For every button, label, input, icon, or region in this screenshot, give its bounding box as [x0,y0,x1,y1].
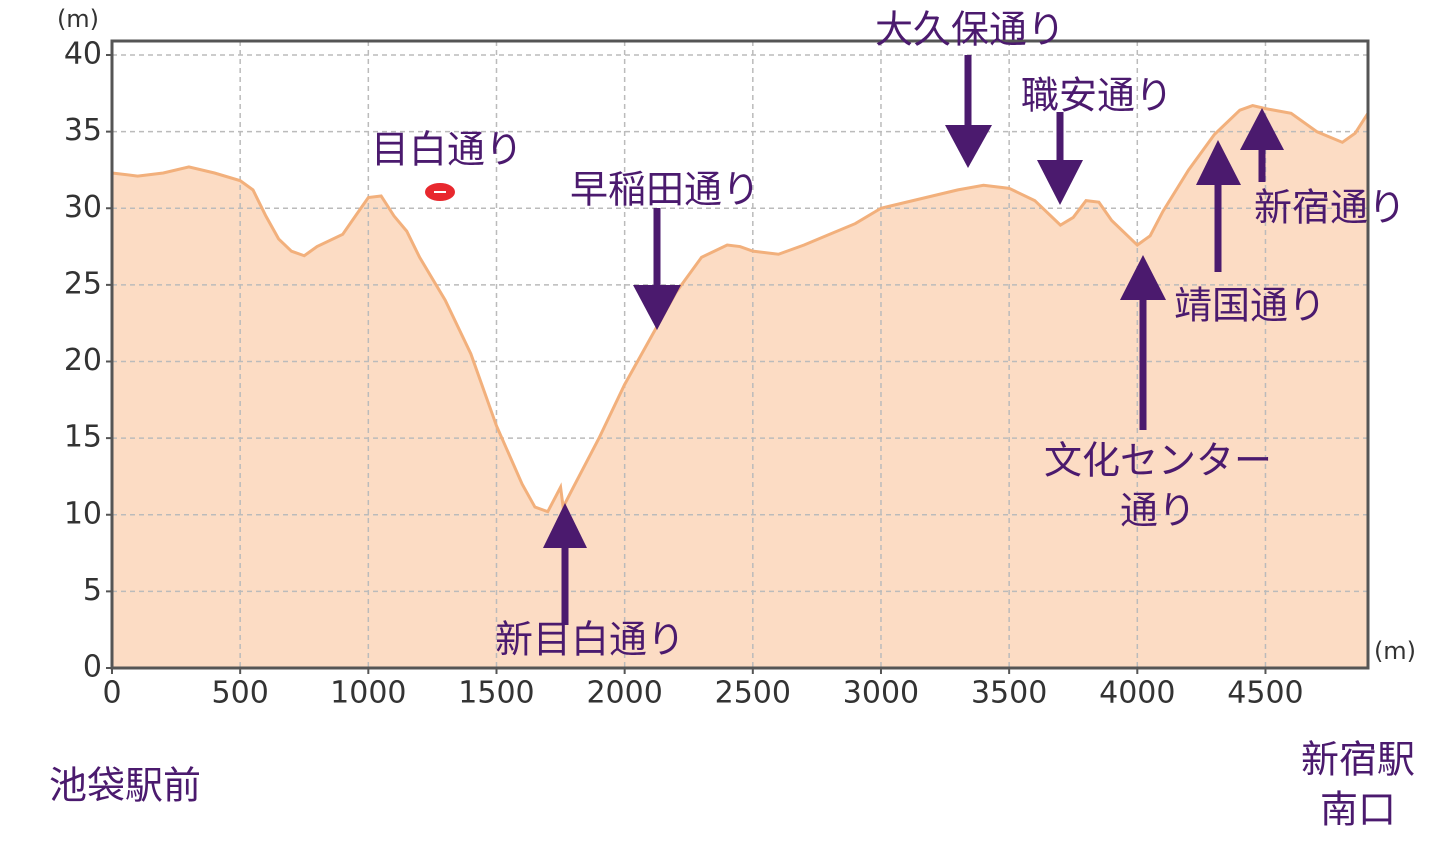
arrow-head [945,125,992,168]
y-unit: (m) [57,5,99,33]
plot-frame [110,39,1370,670]
end-label: 新宿駅 [1301,738,1415,782]
x-tick-label: 2500 [715,676,791,711]
y-tick-label: 5 [83,573,102,608]
x-tick-label: 500 [212,676,269,711]
arrow-head [1240,108,1284,150]
y-tick-label: 15 [64,420,102,455]
y-tick-label: 30 [64,190,102,225]
annotation: 早稲田通り [570,168,760,212]
arrow-head [1037,160,1083,205]
x-tick-label: 3500 [971,676,1047,711]
x-tick-label: 2000 [586,676,662,711]
y-tick-label: 10 [64,496,102,531]
y-tick-label: 0 [83,650,102,685]
arrow-head [1120,255,1166,300]
y-tick-label: 20 [64,343,102,378]
annotation: 新宿通り [1254,186,1406,230]
arrow-head [1196,140,1241,185]
annotation: 靖国通り [1174,284,1326,328]
annotation: 職安通り [1021,74,1173,118]
x-tick-label: 0 [102,676,121,711]
x-tick-label: 1500 [458,676,534,711]
y-tick-label: 35 [64,113,102,148]
annotation: 文化センター [1044,439,1272,483]
arrows [543,55,1284,625]
x-tick-label: 3000 [843,676,919,711]
arrow-head [543,503,587,548]
annotation: 通り [1120,489,1196,533]
end-label: 南口 [1320,788,1396,832]
y-tick-label: 25 [64,266,102,301]
x-tick-label: 4000 [1099,676,1175,711]
x-tick-label: 4500 [1227,676,1303,711]
area-fill [112,105,1368,668]
plot: 0 5 10 15 20 25 30 35 40 0 500 1000 1500 2000 2500 3000… [64,37,1370,711]
annotation: 新目白通り [495,618,685,662]
x-unit: (m) [1374,637,1416,665]
arrow-head [633,285,681,330]
annotation: 大久保通り [875,8,1065,52]
y-tick-label: 40 [64,37,102,72]
profile-line [111,104,1370,514]
x-tick-label: 1000 [330,676,406,711]
start-label: 池袋駅前 [49,764,201,808]
annotation: 目白通り [371,128,523,172]
